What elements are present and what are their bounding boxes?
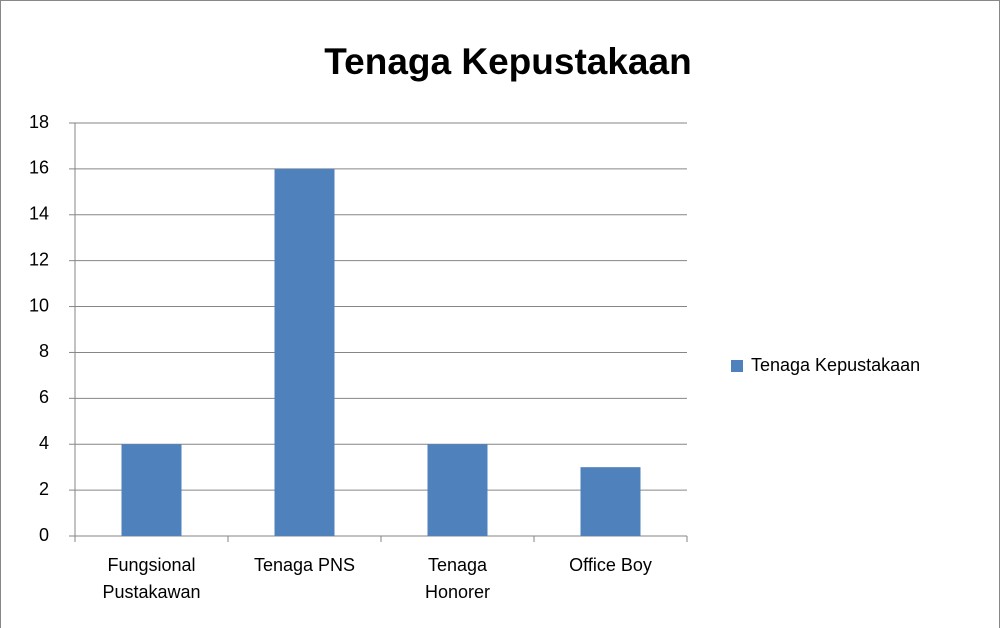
x-tick-label: Tenaga Honorer xyxy=(424,555,491,602)
y-tick-label: 8 xyxy=(39,341,49,361)
y-tick-label: 0 xyxy=(39,525,49,545)
x-tick-label: Office Boy xyxy=(569,555,652,575)
x-tick-label: Fungsional Pustakawan xyxy=(102,555,201,602)
bar xyxy=(274,168,335,536)
y-tick-label: 16 xyxy=(29,158,49,178)
chart-title: Tenaga Kepustakaan xyxy=(324,41,691,82)
x-tick-label: Tenaga PNS xyxy=(253,555,356,575)
y-tick-label: 14 xyxy=(29,204,49,224)
y-tick-label: 4 xyxy=(39,433,49,453)
bar xyxy=(427,444,488,536)
legend-swatch xyxy=(731,360,743,372)
y-tick-label: 2 xyxy=(39,479,49,499)
y-tick-label: 6 xyxy=(39,387,49,407)
bar xyxy=(121,444,182,536)
legend-label: Tenaga Kepustakaan xyxy=(751,355,920,375)
bar xyxy=(580,467,641,536)
y-tick-label: 10 xyxy=(29,295,49,315)
y-tick-label: 12 xyxy=(29,249,49,269)
y-tick-label: 18 xyxy=(29,112,49,132)
